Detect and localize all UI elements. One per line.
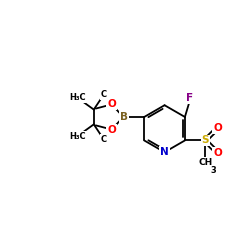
Text: H₃C: H₃C bbox=[70, 93, 86, 102]
Text: C: C bbox=[100, 135, 107, 144]
Text: H₃C: H₃C bbox=[70, 132, 86, 141]
Text: 3: 3 bbox=[210, 166, 216, 175]
Text: O: O bbox=[107, 125, 116, 135]
Text: C: C bbox=[100, 90, 107, 99]
Text: F: F bbox=[186, 94, 193, 104]
Text: O: O bbox=[107, 99, 116, 109]
Text: CH: CH bbox=[198, 158, 212, 167]
Text: S: S bbox=[202, 136, 209, 145]
Text: O: O bbox=[213, 148, 222, 158]
Text: B: B bbox=[120, 112, 128, 122]
Text: O: O bbox=[213, 123, 222, 133]
Text: N: N bbox=[160, 147, 169, 157]
